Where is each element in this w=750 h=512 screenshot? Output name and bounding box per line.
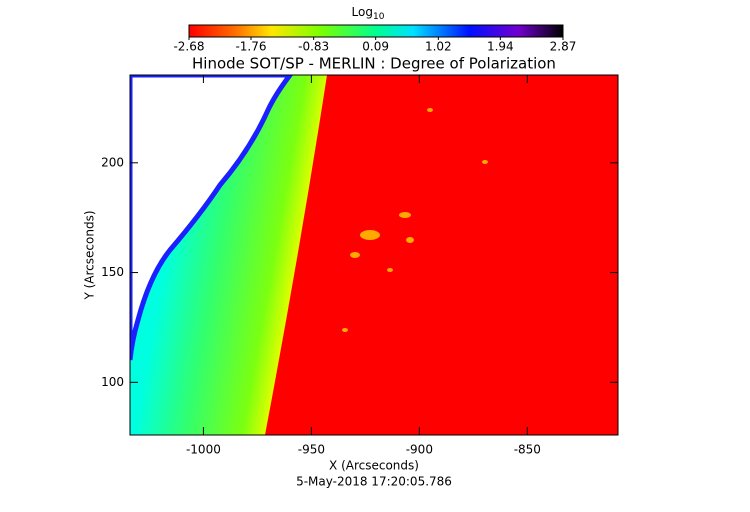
- x-tick-label: -1000: [186, 443, 221, 457]
- colorbar-tick-label: 2.87: [550, 40, 577, 54]
- colorbar-tick-label: 1.02: [425, 40, 452, 54]
- y-tick-label: 150: [101, 265, 124, 279]
- footer: 5-May-2018 17:20:05.786: [296, 475, 452, 489]
- chart-title: Hinode SOT/SP - MERLIN : Degree of Polar…: [192, 55, 556, 73]
- colorbar-tick-label: -0.83: [298, 40, 329, 54]
- x-tick-label: -900: [406, 443, 433, 457]
- x-tick-label: -850: [514, 443, 541, 457]
- y-axis-label: Y (Arcseconds): [83, 210, 97, 300]
- x-axis-label: X (Arcseconds): [329, 459, 419, 473]
- colorbar: [188, 24, 564, 38]
- colorbar-tick-label: 0.09: [362, 40, 389, 54]
- y-tick-label: 200: [101, 155, 124, 169]
- colorbar-tick-label: -1.76: [235, 40, 266, 54]
- y-tick-label: 100: [101, 375, 124, 389]
- plot-frame: [129, 74, 619, 436]
- colorbar-label: Log10: [352, 5, 385, 22]
- x-tick-label: -950: [298, 443, 325, 457]
- colorbar-tick-label: 1.94: [487, 40, 514, 54]
- colorbar-tick-label: -2.68: [173, 40, 204, 54]
- polarization-image: [130, 75, 618, 435]
